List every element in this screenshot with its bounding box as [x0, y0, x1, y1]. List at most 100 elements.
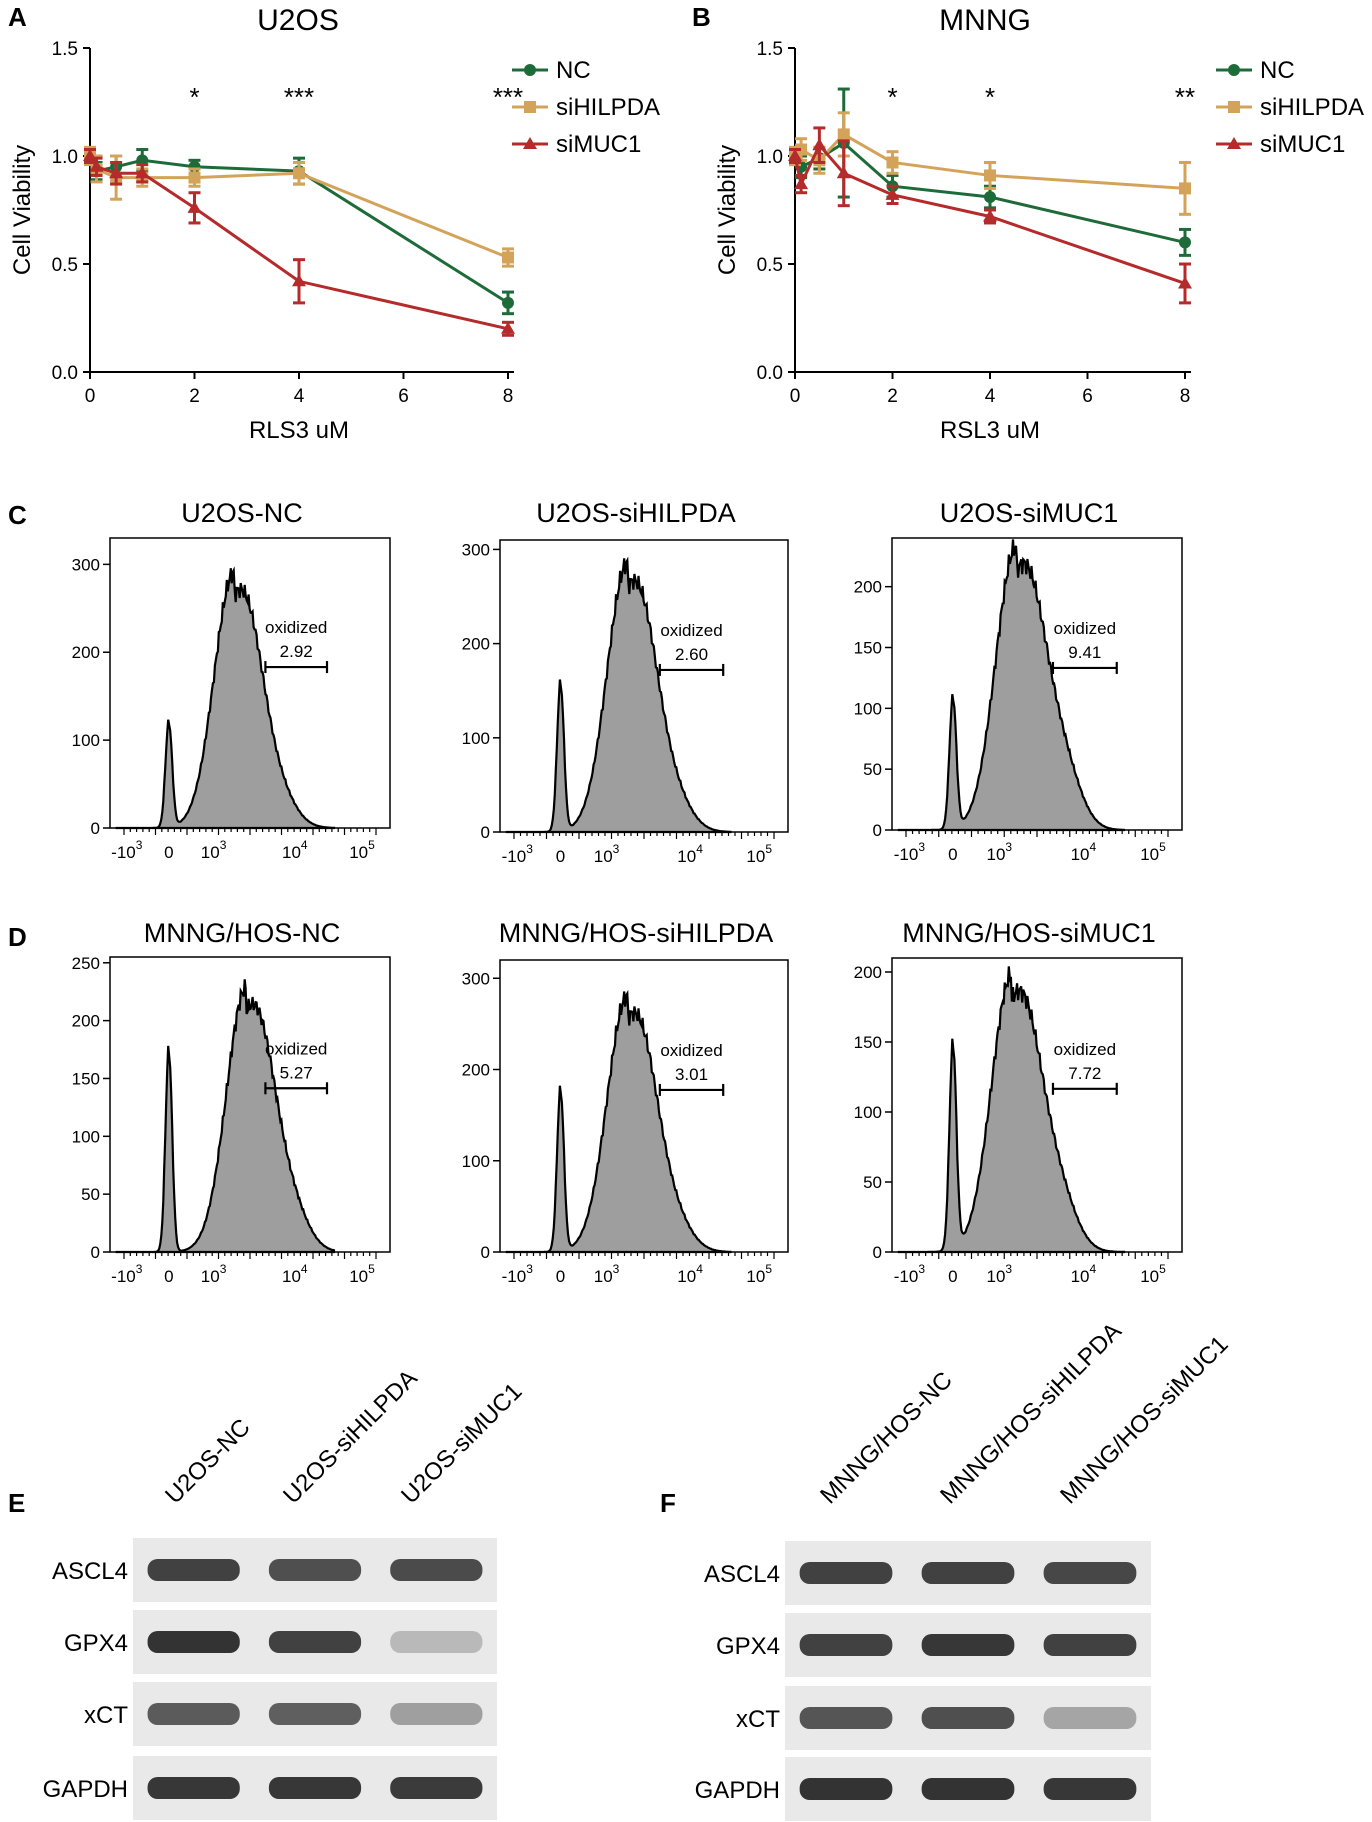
- gate-label: oxidized: [660, 621, 722, 640]
- x-tick-label: 0: [948, 1267, 957, 1286]
- y-tick-label: 200: [72, 643, 100, 662]
- x-tick-label: 105: [746, 842, 772, 866]
- gate-value: 7.72: [1068, 1064, 1101, 1083]
- gate-label: oxidized: [265, 618, 327, 637]
- x-tick-label: 4: [294, 386, 305, 407]
- y-tick-label: 100: [462, 1152, 490, 1171]
- x-tick-label: 0: [164, 843, 173, 862]
- tick-mantissa: -10: [894, 1267, 919, 1286]
- tick-mantissa: 0: [556, 1267, 565, 1286]
- x-tick-label: 105: [349, 1262, 375, 1286]
- flow-histogram: U2OS-siMUC1050100150200-103 0 103 104 105oxi…: [854, 498, 1182, 864]
- y-tick-label: 0: [91, 819, 100, 838]
- x-tick-label: 0: [164, 1267, 173, 1286]
- data-point-square: [984, 169, 996, 181]
- tick-mantissa: -10: [111, 1267, 136, 1286]
- x-tick-label: 6: [398, 386, 409, 407]
- blot-band: [922, 1707, 1015, 1729]
- lane-label: U2OS-NC: [160, 1414, 255, 1509]
- tick-mantissa: -10: [502, 1267, 527, 1286]
- tick-mantissa: 10: [1140, 845, 1159, 864]
- significance-mark: *: [985, 82, 995, 112]
- tick-mantissa: 0: [164, 843, 173, 862]
- tick-mantissa: 0: [556, 847, 565, 866]
- tick-mantissa: 10: [201, 1267, 220, 1286]
- tick-exponent: 4: [1090, 1262, 1097, 1276]
- x-tick-label: 105: [1140, 1262, 1166, 1286]
- tick-mantissa: 10: [1140, 1267, 1159, 1286]
- blot-band: [800, 1562, 893, 1584]
- data-point-circle: [1179, 236, 1191, 248]
- x-tick-label: 2: [189, 386, 200, 407]
- y-axis-title: Cell Viability: [714, 145, 741, 275]
- panel-letter: D: [8, 922, 27, 952]
- histogram-title: MNNG/HOS-siHILPDA: [499, 918, 774, 948]
- protein-label: GPX4: [64, 1630, 128, 1657]
- tick-mantissa: -10: [502, 847, 527, 866]
- blot-band: [269, 1559, 361, 1581]
- tick-mantissa: 10: [282, 1267, 301, 1286]
- data-point-circle: [984, 191, 996, 203]
- protein-label: ASCL4: [52, 1558, 128, 1585]
- legend-label: siHILPDA: [556, 94, 660, 121]
- legend-label: NC: [1260, 57, 1295, 84]
- y-tick-label: 150: [854, 639, 882, 658]
- data-point-circle: [1228, 64, 1240, 76]
- gate-label: oxidized: [660, 1041, 722, 1060]
- histogram-title: U2OS-siHILPDA: [536, 498, 736, 528]
- tick-mantissa: 10: [282, 843, 301, 862]
- tick-mantissa: 10: [746, 1267, 765, 1286]
- histogram-title: U2OS-siMUC1: [940, 498, 1119, 528]
- x-tick-label: 104: [1071, 840, 1097, 864]
- series-siHILPDA: siHILPDA: [84, 94, 660, 266]
- tick-exponent: 5: [765, 842, 772, 856]
- histogram-title: MNNG/HOS-NC: [144, 918, 341, 948]
- histogram-area: [506, 992, 731, 1253]
- y-tick-label: 100: [72, 1127, 100, 1146]
- y-axis-title: Cell Viability: [9, 145, 36, 275]
- x-tick-label: -103: [502, 842, 534, 866]
- tick-mantissa: 10: [1071, 1267, 1090, 1286]
- tick-exponent: 3: [1005, 1262, 1012, 1276]
- tick-mantissa: 0: [164, 1267, 173, 1286]
- x-tick-label: 103: [594, 842, 620, 866]
- gate-value: 5.27: [280, 1063, 313, 1082]
- tick-exponent: 5: [1159, 840, 1166, 854]
- x-tick-label: 6: [1082, 386, 1093, 407]
- tick-mantissa: 10: [349, 843, 368, 862]
- flow-histogram: MNNG/HOS-siMUC1050100150200-103 0 103 104 10…: [854, 918, 1182, 1286]
- x-tick-label: 0: [948, 845, 957, 864]
- y-tick-label: 100: [854, 1103, 882, 1122]
- tick-exponent: 3: [526, 1262, 533, 1276]
- y-tick-label: 100: [854, 699, 882, 718]
- tick-exponent: 5: [368, 1262, 375, 1276]
- blot-band: [1044, 1707, 1137, 1729]
- data-point-square: [189, 172, 201, 184]
- legend-label: siMUC1: [556, 131, 641, 158]
- protein-label: GAPDH: [695, 1777, 780, 1804]
- x-tick-label: -103: [894, 1262, 926, 1286]
- x-tick-label: 103: [986, 1262, 1012, 1286]
- tick-exponent: 5: [765, 1262, 772, 1276]
- x-tick-label: 104: [282, 1262, 308, 1286]
- tick-mantissa: 0: [948, 845, 957, 864]
- tick-exponent: 3: [220, 1262, 227, 1276]
- gate-label: oxidized: [265, 1039, 327, 1058]
- tick-exponent: 4: [696, 842, 703, 856]
- x-tick-label: 105: [746, 1262, 772, 1286]
- tick-mantissa: 10: [594, 1267, 613, 1286]
- histogram-area: [898, 966, 1124, 1252]
- western-blot-F: F MNNG/HOS-NCMNNG/HOS-siHILPDAMNNG/HOS-si…: [660, 1318, 1234, 1821]
- blot-band: [922, 1634, 1015, 1656]
- panel-letter: E: [8, 1488, 25, 1518]
- blot-band: [1044, 1562, 1137, 1584]
- x-tick-label: 2: [887, 386, 898, 407]
- tick-exponent: 5: [368, 838, 375, 852]
- significance-mark: ***: [284, 82, 314, 112]
- x-tick-label: 8: [503, 386, 514, 407]
- tick-mantissa: -10: [894, 845, 919, 864]
- y-tick-label: 0.5: [757, 255, 783, 276]
- legend-label: siMUC1: [1260, 131, 1345, 158]
- x-tick-label: 4: [985, 386, 996, 407]
